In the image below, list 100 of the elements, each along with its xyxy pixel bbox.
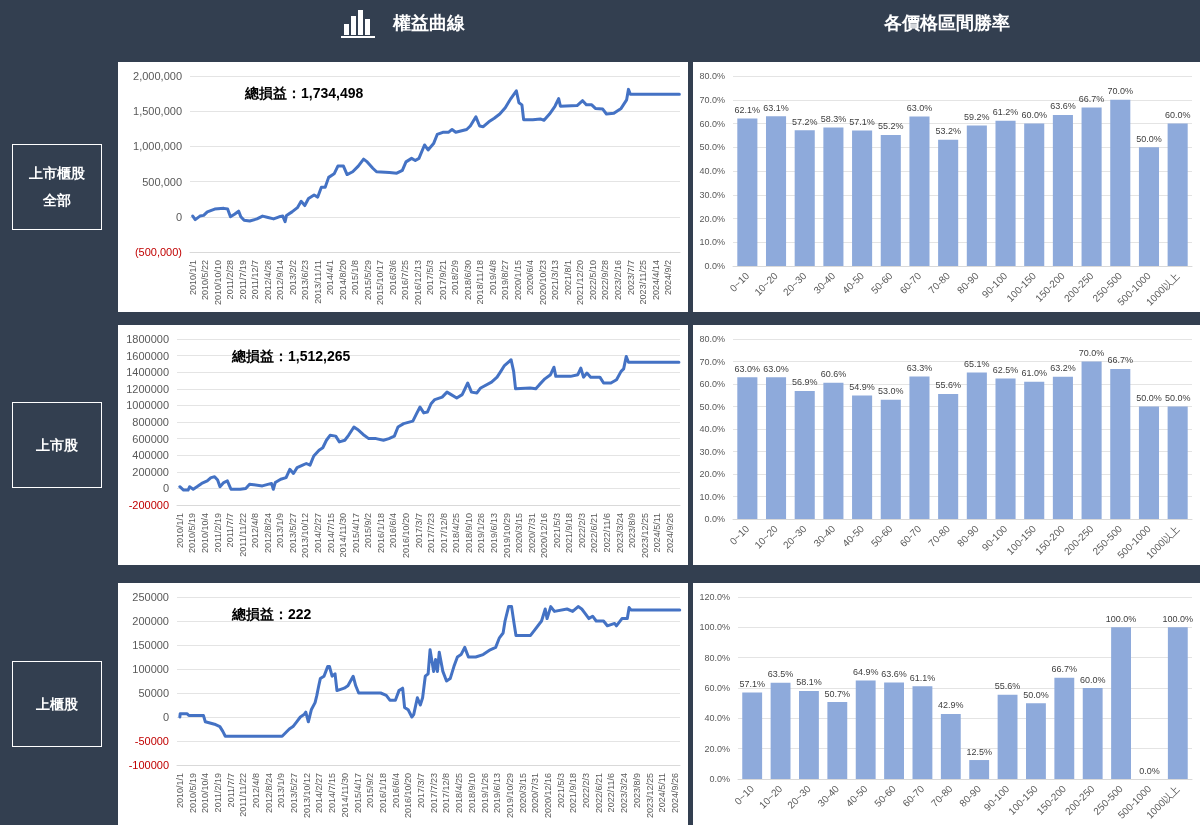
bar — [1052, 376, 1073, 519]
x-tick-label: 2014/4/1 — [325, 260, 336, 296]
x-tick-label: 2022/9/28 — [600, 260, 611, 301]
x-tick-label: 2010/1/1 — [174, 513, 185, 549]
bar — [880, 134, 901, 266]
x-tick-label: 2011/2/28 — [225, 260, 236, 300]
data-label: 65.1% — [964, 359, 990, 370]
bar — [938, 393, 959, 519]
y-tick-label: 40.0% — [704, 713, 730, 724]
bar — [794, 130, 815, 266]
data-label: 66.7% — [1107, 355, 1134, 366]
x-tick-label: 2015/4/17 — [350, 513, 361, 554]
x-tick-label: 2015/9/2 — [365, 773, 376, 809]
x-tick-label: 2012/9/14 — [275, 260, 286, 301]
x-tick-label: 2020/7/31 — [530, 773, 541, 814]
x-tick-label: 2021/3/13 — [550, 260, 561, 301]
x-tick-label: 2021/9/18 — [568, 773, 579, 814]
x-tick-label: 2015/9/2 — [363, 513, 374, 549]
bar — [1110, 99, 1131, 266]
data-label: 61.2% — [992, 107, 1019, 118]
x-tick-label: 2023/8/9 — [631, 773, 642, 809]
x-tick-label: 2017/5/3 — [425, 260, 436, 296]
bar — [1081, 361, 1102, 519]
x-tick-label: 2017/12/8 — [441, 773, 452, 814]
x-tick-label: 2014/2/27 — [314, 773, 325, 814]
bar — [1167, 123, 1188, 266]
y-tick-label: 0.0% — [704, 514, 725, 524]
x-tick-label: 2010/5/19 — [187, 513, 198, 554]
bar — [1138, 406, 1160, 519]
bar — [880, 399, 901, 519]
x-tick-label: 2010/10/4 — [200, 773, 211, 814]
data-label: 57.1% — [739, 678, 765, 689]
x-tick-label: 2012/8/24 — [263, 773, 274, 814]
bar — [1138, 147, 1160, 266]
bar — [1024, 123, 1045, 266]
x-tick-label: 2013/11/11 — [312, 260, 323, 304]
data-label: 60.6% — [820, 369, 847, 380]
x-tick-label: 2023/12/25 — [644, 773, 655, 819]
data-label: 64.9% — [852, 667, 879, 678]
data-label: 50.0% — [1136, 133, 1162, 144]
x-tick-label: 2023/3/24 — [614, 513, 625, 554]
x-tick-label: 2022/5/10 — [587, 260, 598, 301]
bar — [742, 692, 763, 779]
data-label: 58.1% — [796, 677, 822, 688]
y-tick-label: 10.0% — [699, 491, 725, 502]
annotation: 總損益：1,512,265 — [231, 348, 351, 364]
x-tick-label: 2014/11/30 — [338, 513, 349, 558]
data-label: 63.6% — [881, 669, 907, 680]
y-tick-label: 1,500,000 — [133, 105, 182, 118]
y-tick-label: 1600000 — [126, 349, 169, 362]
x-tick-label: 2018/4/25 — [451, 513, 462, 554]
line-series — [191, 87, 681, 224]
y-tick-label: 0 — [175, 210, 182, 223]
data-label: 63.5% — [767, 669, 794, 680]
annotation: 總損益：222 — [231, 606, 312, 622]
x-tick-label: 2010/5/22 — [200, 260, 211, 301]
x-tick-label: 2022/6/21 — [593, 773, 604, 814]
y-tick-label: 100.0% — [699, 622, 730, 633]
x-tick-label: 2024/4/14 — [650, 260, 661, 301]
bar — [852, 130, 873, 266]
x-tick-label: 2018/6/30 — [462, 260, 473, 301]
y-tick-label: 0.0% — [704, 261, 725, 271]
y-tick-label: (500,000) — [134, 246, 182, 258]
x-tick-label: 2013/2/2 — [287, 260, 298, 296]
x-tick-label: 2024/9/2 — [663, 260, 674, 296]
x-tick-label: 2011/2/19 — [212, 513, 223, 553]
bar — [995, 120, 1016, 266]
x-tick-label: 2017/7/23 — [428, 773, 439, 814]
data-label: 56.9% — [791, 377, 818, 388]
bar — [884, 682, 904, 779]
x-tick-label: 2021/12/20 — [575, 260, 586, 306]
x-tick-label: 2013/10/12 — [301, 773, 312, 819]
x-tick-label: 2015/1/8 — [350, 260, 361, 296]
x-tick-label: 2019/10/29 — [504, 773, 515, 819]
x-tick-label: 2020/10/23 — [537, 260, 548, 306]
y-tick-label: 40.0% — [699, 166, 725, 176]
y-tick-label: 200000 — [132, 465, 169, 478]
x-tick-label: 2010/1/1 — [187, 260, 198, 296]
bar — [1052, 114, 1073, 266]
y-tick-label: -100000 — [128, 759, 169, 771]
x-tick-label: 2016/7/25 — [400, 260, 411, 301]
bar — [966, 125, 987, 266]
bar — [794, 390, 815, 519]
data-label: 60.0% — [1164, 110, 1191, 120]
y-tick-label: 30.0% — [699, 446, 725, 457]
y-tick-label: 800000 — [132, 416, 169, 428]
x-tick-label: 2022/6/21 — [589, 513, 600, 554]
x-tick-label: 2011/12/7 — [250, 260, 261, 300]
bar — [765, 377, 787, 519]
y-tick-label: 70.0% — [699, 356, 725, 367]
bar — [1110, 368, 1131, 519]
y-tick-label: 60.0% — [699, 118, 725, 129]
bar — [852, 395, 873, 519]
x-tick-label: 2019/6/13 — [492, 773, 503, 814]
bar — [1026, 703, 1046, 779]
x-tick-label: 2012/4/8 — [251, 773, 262, 809]
x-tick-label: 2023/7/7 — [625, 260, 636, 296]
x-tick-label: 2014/2/27 — [313, 513, 324, 554]
x-tick-label: 2024/5/11 — [652, 513, 663, 553]
x-tick-label: 2014/8/20 — [337, 260, 348, 301]
